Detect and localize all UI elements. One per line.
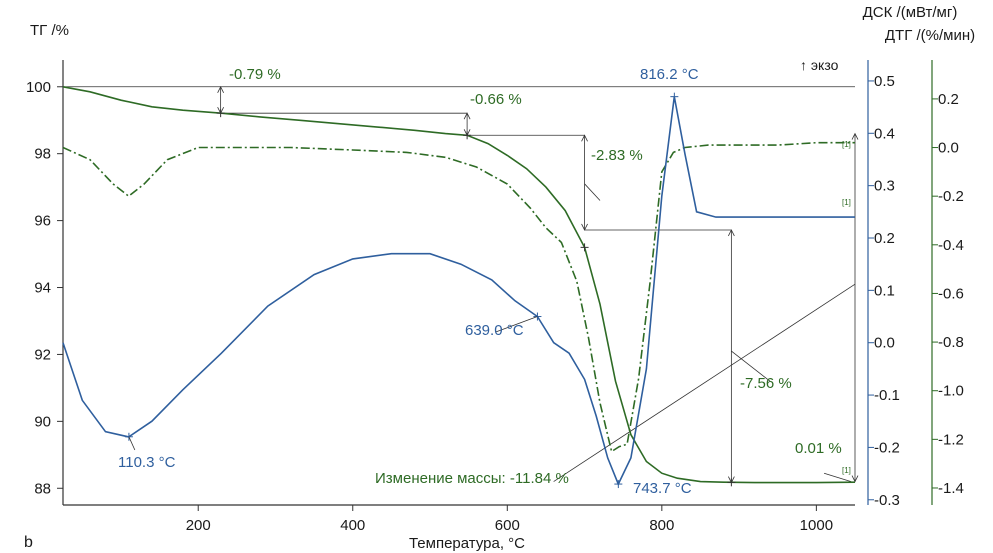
peak-leader — [128, 436, 136, 451]
leader-line — [823, 472, 852, 482]
plot-frame — [62, 60, 933, 506]
mass-loss-2-label: -0.66 % — [470, 91, 522, 108]
mass-loss-1-label: -0.79 % — [229, 66, 281, 83]
x-tick-label: 600 — [495, 517, 520, 534]
step-arrow-3-tail — [581, 134, 588, 142]
step-arrow-5-head — [851, 475, 859, 483]
dtg-tick-label: -0.8 — [938, 334, 964, 351]
step-arrow-3-head — [581, 223, 588, 231]
peak-816-label: 816.2 °C — [640, 66, 699, 83]
tg-tick-label: 90 — [34, 413, 51, 430]
mass-loss-5-label: 0.01 % — [795, 440, 842, 457]
dsc-tick-label: 0.3 — [874, 178, 895, 195]
tg-tick-label: 88 — [34, 480, 51, 497]
step-arrow-4-tail — [728, 229, 735, 237]
dsc-tick-label: 0.5 — [874, 73, 895, 90]
dtg-tick-label: -1.2 — [938, 431, 964, 448]
tg-tick-label: 96 — [34, 213, 51, 230]
tg-tick-label: 92 — [34, 346, 51, 363]
dtg-tick-label: -0.4 — [938, 237, 964, 254]
mass-loss-4-label: -7.56 % — [740, 375, 792, 392]
series-dtg-line — [62, 141, 855, 453]
dsc-tick-label: 0.0 — [874, 335, 895, 352]
x-axis-title: Температура, °C — [409, 535, 525, 552]
dtg-tick-label: -0.6 — [938, 285, 964, 302]
annotation-guides — [63, 85, 859, 484]
series-group — [62, 86, 856, 487]
leader-line — [584, 183, 601, 201]
x-tick-label: 200 — [186, 517, 211, 534]
tg-axis-title: ТГ /% — [30, 22, 69, 39]
series-tg-line — [62, 86, 856, 484]
axis-ticks: 200 400 600 800 1000 88 90 92 94 96 98 100 -0.3 -0.2 -… — [26, 73, 964, 534]
series-tag-dsc: [1] — [842, 198, 851, 207]
series-tag-tg: [1] — [842, 466, 851, 475]
step-arrow-1-tail — [217, 85, 224, 93]
tg-tick-label: 100 — [26, 79, 51, 96]
dtg-tick-label: 0.2 — [938, 91, 959, 108]
mass-change-diagonal — [553, 283, 856, 482]
dsc-tick-label: -0.2 — [874, 439, 900, 456]
peak-744-label: 743.7 °C — [633, 480, 692, 497]
series-dsc-line — [62, 96, 855, 487]
total-mass-change-label: Изменение массы: -11.84 % — [375, 470, 569, 487]
dsc-tick-label: -0.3 — [874, 492, 900, 509]
dtg-tick-label: -1.0 — [938, 383, 964, 400]
peak-110-label: 110.3 °C — [118, 454, 176, 471]
tg-tick-label: 98 — [34, 146, 51, 163]
tg-tick-label: 94 — [34, 280, 51, 297]
peak-leader — [495, 316, 538, 333]
panel-label: b — [24, 534, 33, 551]
x-tick-label: 1000 — [800, 517, 833, 534]
step-arrow-5-tail — [851, 132, 859, 140]
dtg-tick-label: -0.2 — [938, 188, 964, 205]
x-tick-label: 400 — [340, 517, 365, 534]
dtg-tick-label: -1.4 — [938, 480, 964, 497]
dsc-tick-label: -0.1 — [874, 387, 900, 404]
dsc-tick-label: 0.2 — [874, 230, 895, 247]
x-tick-label: 800 — [649, 517, 674, 534]
dsc-tick-label: 0.1 — [874, 282, 895, 299]
leader-line — [731, 350, 771, 382]
dsc-axis-title: ДСК /(мВт/мг) — [863, 4, 958, 21]
dtg-tick-label: 0.0 — [938, 140, 959, 157]
step-arrow-2-tail — [463, 112, 471, 120]
peak-639-label: 639.0 °C — [465, 322, 524, 339]
peak-markers — [124, 92, 736, 489]
dsc-tick-label: 0.4 — [874, 125, 895, 142]
exo-label: ↑ экзо — [800, 57, 839, 73]
dtg-axis-title: ДТГ /(%/мин) — [885, 27, 975, 44]
mass-loss-3-label: -2.83 % — [591, 147, 643, 164]
series-tag-dtg: [1] — [842, 140, 851, 149]
